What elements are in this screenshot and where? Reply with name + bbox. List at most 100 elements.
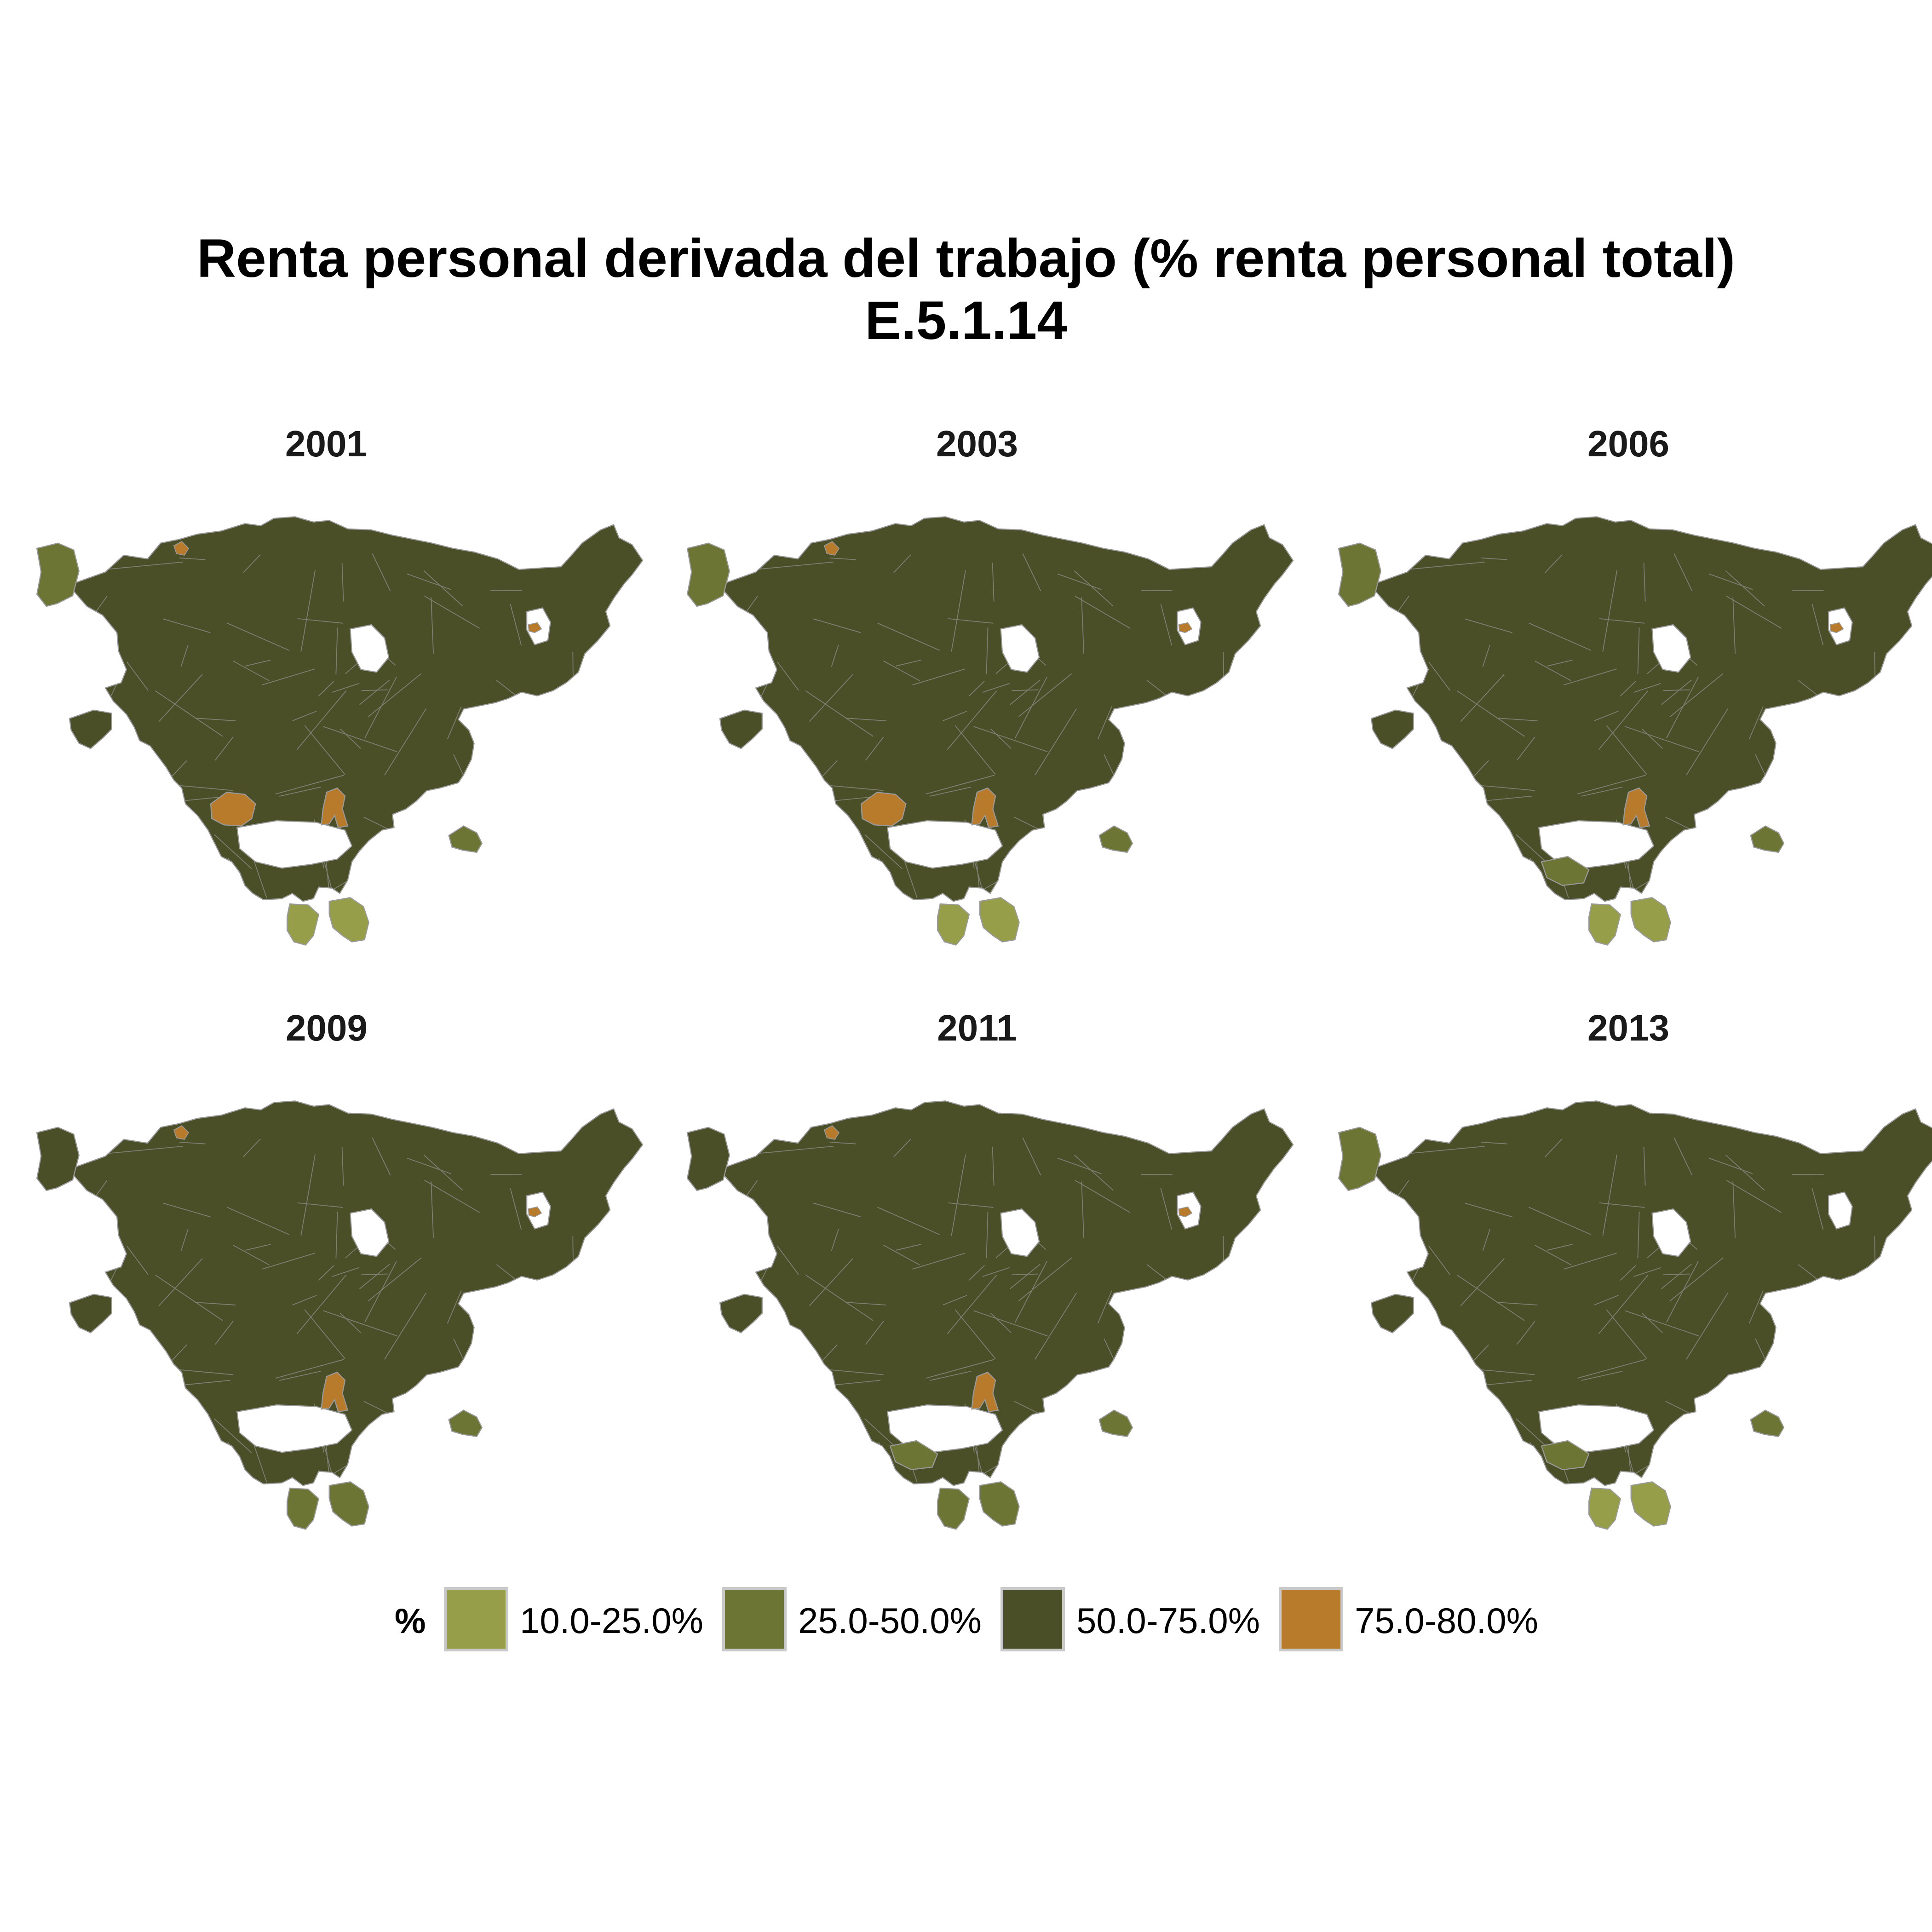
region-southwest — [1541, 856, 1590, 886]
region-high-share-north — [823, 1125, 840, 1140]
no-data-area-1 — [1651, 1208, 1691, 1257]
legend-label-3: 50.0-75.0% — [1076, 1600, 1260, 1641]
region-high-share-northeast — [1178, 622, 1193, 633]
region-south-2 — [979, 897, 1020, 943]
municipal-boundaries — [68, 1138, 598, 1486]
region-west-enclave — [686, 542, 730, 607]
region-high-share-northeast — [1178, 1206, 1193, 1218]
region-southwest-enclave — [69, 709, 112, 749]
region-south-2 — [328, 1481, 369, 1527]
region-main — [718, 1100, 1294, 1486]
region-east — [448, 825, 483, 853]
no-data-area-2 — [236, 1404, 353, 1453]
municipal-boundaries — [1370, 1138, 1899, 1486]
panel-year-label: 2011 — [937, 1007, 1017, 1048]
region-west-enclave — [36, 542, 80, 607]
region-east — [1750, 825, 1785, 853]
no-data-area-2 — [236, 820, 353, 869]
region-main — [67, 1100, 644, 1486]
legend-key-2 — [722, 1587, 787, 1651]
region-south-2 — [328, 897, 369, 943]
map-panel-1: 2001 — [0, 423, 653, 975]
legend-title: % — [395, 1602, 426, 1641]
region-south-1 — [937, 1487, 970, 1530]
region-south-1 — [1588, 1487, 1622, 1530]
region-south-1 — [286, 1487, 320, 1530]
region-main — [1369, 1100, 1932, 1486]
municipal-boundaries — [1370, 553, 1899, 902]
legend-label-1: 10.0-25.0% — [520, 1600, 703, 1641]
region-southwest-enclave — [719, 1294, 763, 1334]
region-high-share-north — [823, 541, 840, 556]
region-east — [1750, 1409, 1785, 1438]
region-south-1 — [937, 903, 970, 946]
choropleth-map — [1338, 1100, 1932, 1530]
choropleth-map — [36, 1100, 644, 1530]
legend-label-4: 75.0-80.0% — [1355, 1600, 1538, 1641]
municipal-boundaries — [719, 1138, 1248, 1486]
no-data-area-2 — [887, 820, 1003, 869]
municipal-boundaries — [719, 553, 1248, 902]
map-panel-5: 2011 — [650, 1007, 1304, 1559]
region-southwest-enclave — [69, 1294, 112, 1334]
choropleth-map — [686, 1100, 1294, 1530]
no-data-area-1 — [1000, 624, 1040, 673]
region-high-share-north — [173, 541, 190, 556]
region-south-1 — [286, 903, 320, 946]
region-high-share-northeast — [1829, 622, 1844, 633]
legend-key-3 — [1000, 1587, 1065, 1651]
region-southwest — [889, 1440, 938, 1471]
map-panel-6: 2013 — [1302, 1007, 1932, 1559]
region-east — [1098, 825, 1133, 853]
no-data-area-1 — [350, 624, 390, 673]
choropleth-map — [686, 516, 1294, 946]
region-high-share-center — [971, 1371, 999, 1413]
region-high-share-northeast — [528, 622, 542, 633]
map-panel-4: 2009 — [0, 1007, 653, 1559]
region-high-share-center — [971, 787, 999, 828]
region-high-share-center — [321, 787, 349, 828]
legend-key-4 — [1279, 1587, 1343, 1651]
region-south-2 — [1630, 897, 1671, 943]
choropleth-map — [1338, 516, 1932, 946]
region-southwest — [1541, 1440, 1590, 1471]
region-high-share-large — [860, 792, 907, 827]
legend: % 10.0-25.0% 25.0-50.0% 50.0-75.0% 75.0-… — [0, 1582, 1932, 1656]
region-west-enclave — [686, 1127, 730, 1191]
region-high-share-north — [173, 1125, 190, 1140]
no-data-area-1 — [1651, 624, 1691, 673]
region-main — [1369, 516, 1932, 902]
region-east — [1098, 1409, 1133, 1438]
panel-year-label: 2013 — [1587, 1007, 1669, 1048]
chart-title-line-2: E.5.1.14 — [865, 290, 1067, 351]
region-west-enclave — [36, 1127, 80, 1191]
region-high-share-center — [321, 1371, 349, 1413]
choropleth-map — [36, 516, 644, 946]
region-southwest-enclave — [1370, 1294, 1414, 1334]
no-data-area-3 — [1828, 1191, 1853, 1230]
no-data-area-1 — [1000, 1208, 1040, 1257]
region-southwest-enclave — [1370, 709, 1414, 749]
region-main — [67, 516, 644, 902]
region-high-share-center — [1622, 787, 1650, 828]
panel-year-label: 2009 — [286, 1007, 368, 1048]
chart-title: Renta personal derivada del trabajo (% r… — [0, 228, 1932, 352]
panel-year-label: 2003 — [936, 423, 1018, 464]
region-south-2 — [979, 1481, 1020, 1527]
region-southwest-enclave — [719, 709, 763, 749]
map-panel-2: 2003 — [650, 423, 1304, 975]
chart-title-line-1: Renta personal derivada del trabajo (% r… — [196, 228, 1736, 289]
panel-year-label: 2001 — [285, 423, 367, 464]
municipal-boundaries — [68, 553, 598, 902]
legend-key-1 — [444, 1587, 508, 1651]
no-data-area-1 — [350, 1208, 390, 1257]
region-west-enclave — [1338, 542, 1381, 607]
map-panel-3: 2006 — [1302, 423, 1932, 975]
region-south-2 — [1630, 1481, 1671, 1527]
region-west-enclave — [1338, 1127, 1381, 1191]
region-south-1 — [1588, 903, 1622, 946]
region-east — [448, 1409, 483, 1438]
region-high-share-large — [210, 792, 256, 827]
region-main — [718, 516, 1294, 902]
panel-year-label: 2006 — [1587, 423, 1669, 464]
